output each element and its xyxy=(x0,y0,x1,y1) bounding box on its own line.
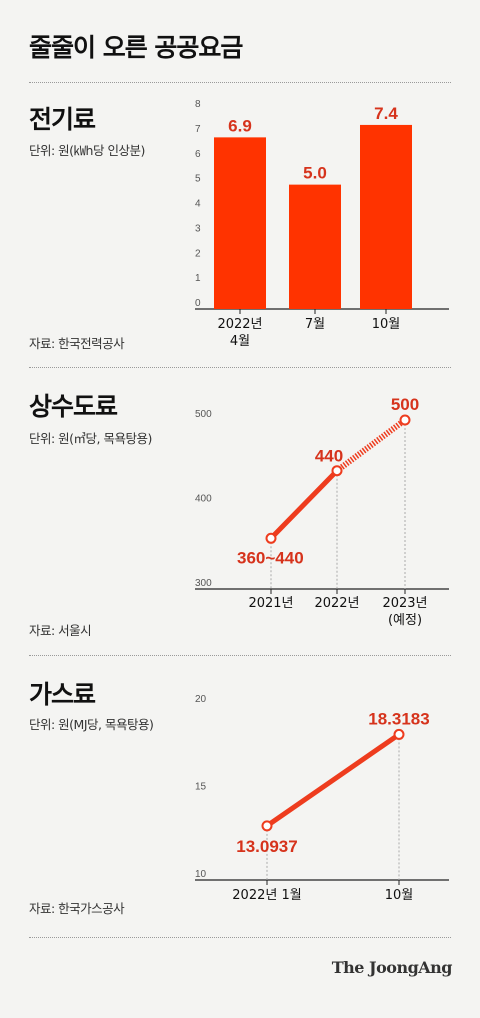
water-title: 상수도료 xyxy=(29,392,118,421)
electricity-title: 전기료 xyxy=(29,105,96,134)
x-tick-label: 2023년 xyxy=(382,596,427,611)
series-line-projected xyxy=(335,417,407,474)
data-label: 13.0937 xyxy=(236,837,297,856)
gas-source: 자료: 한국가스공사 xyxy=(29,901,125,916)
bar xyxy=(360,124,412,309)
data-point xyxy=(261,820,273,832)
x-tick-label: 2021년 xyxy=(248,596,293,611)
data-point xyxy=(265,532,277,544)
x-tick-label: 2022년 1월 xyxy=(232,888,301,903)
electricity-source: 자료: 한국전력공사 xyxy=(29,336,125,351)
electricity-unit: 단위: 원(㎾h당 인상분) xyxy=(29,143,145,158)
series-line xyxy=(264,731,402,829)
x-tick-label: 2022년 xyxy=(217,317,262,332)
x-tick-label: 7월 xyxy=(305,317,325,332)
bar xyxy=(214,137,266,309)
y-tick-label: 15 xyxy=(195,782,207,793)
y-tick-label: 0 xyxy=(195,298,201,309)
gas-title: 가스료 xyxy=(29,680,96,709)
y-tick-label: 2 xyxy=(195,248,201,259)
y-tick-label: 7 xyxy=(195,124,201,135)
electricity-bar-chart: 0 1 2 3 4 5 6 7 8 2022년 4월 7월 10월 6.9 5.0 7.4 xyxy=(195,99,449,349)
divider xyxy=(29,82,451,83)
data-point xyxy=(393,728,405,740)
y-tick-label: 400 xyxy=(195,494,212,505)
water-line-chart: 300 400 500 2021년 2022년 2023년 (예정) 360~440 440 50… xyxy=(195,395,449,628)
y-tick-label: 500 xyxy=(195,409,212,420)
data-label: 500 xyxy=(391,395,419,414)
y-tick-label: 300 xyxy=(195,578,212,589)
data-label: 360~440 xyxy=(237,548,304,567)
y-tick-label: 8 xyxy=(195,99,201,110)
x-tick-label: 2022년 xyxy=(314,596,359,611)
data-point xyxy=(331,465,343,477)
gas-unit: 단위: 원(MJ당, 목욕탕용) xyxy=(29,717,154,732)
gas-line-chart: 10 15 20 2022년 1월 10월 13.0937 18.3183 xyxy=(195,694,449,903)
y-tick-label: 1 xyxy=(195,273,201,284)
water-unit: 단위: 원(㎥당, 목욕탕용) xyxy=(29,431,152,446)
joongang-logo: The JoongAng xyxy=(331,958,453,977)
y-tick-label: 5 xyxy=(195,174,201,185)
series-line xyxy=(268,468,340,541)
y-tick-label: 10 xyxy=(195,869,207,880)
x-tick-label: (예정) xyxy=(388,613,422,628)
data-point xyxy=(399,414,411,426)
page-title: 줄줄이 오른 공공요금 xyxy=(29,33,243,62)
water-source: 자료: 서울시 xyxy=(29,623,92,638)
divider xyxy=(29,367,451,368)
x-tick-label: 10월 xyxy=(385,888,414,903)
x-tick-label: 10월 xyxy=(372,317,401,332)
y-tick-label: 3 xyxy=(195,223,201,234)
data-label: 440 xyxy=(315,447,343,466)
divider xyxy=(29,937,451,938)
y-tick-label: 20 xyxy=(195,694,207,705)
data-label: 6.9 xyxy=(228,116,252,135)
data-label: 5.0 xyxy=(303,164,327,183)
divider xyxy=(29,655,451,656)
x-tick-label: 4월 xyxy=(230,334,250,349)
data-label: 18.3183 xyxy=(368,709,429,728)
y-tick-label: 6 xyxy=(195,149,201,160)
data-label: 7.4 xyxy=(374,104,398,123)
bar xyxy=(289,184,341,309)
y-tick-label: 4 xyxy=(195,199,201,210)
